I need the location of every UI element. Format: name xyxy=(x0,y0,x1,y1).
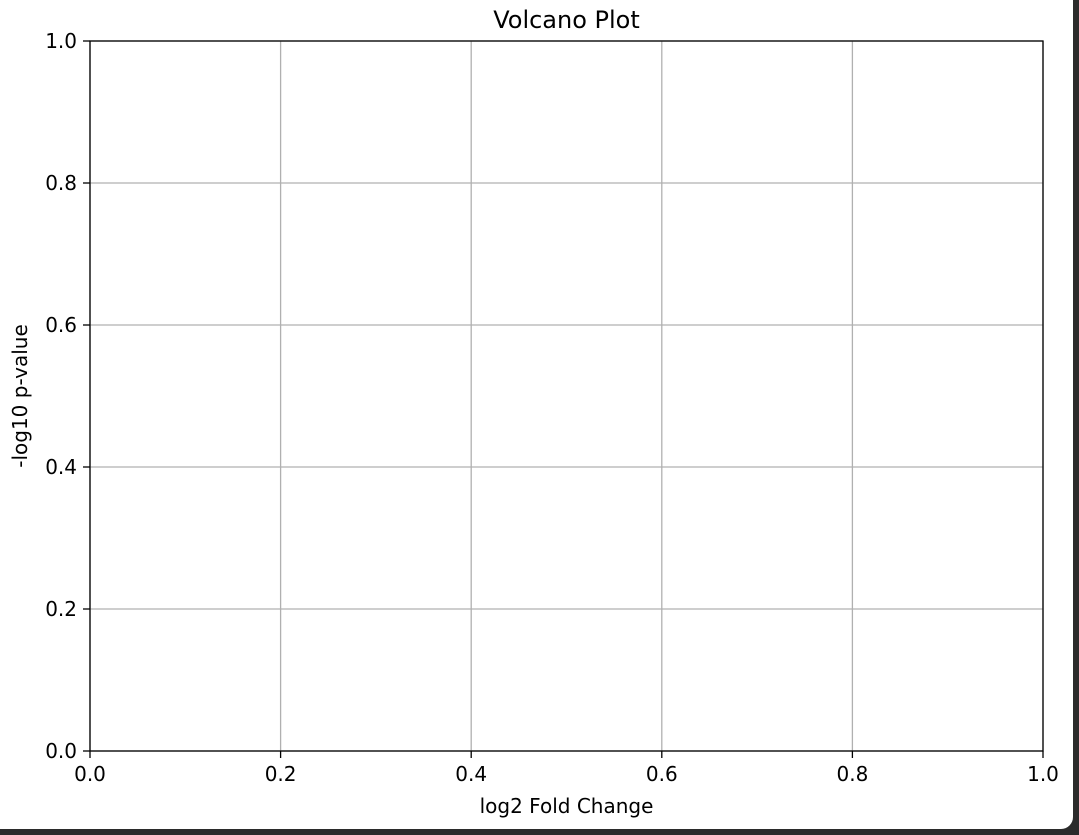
chart-title: Volcano Plot xyxy=(493,6,640,34)
x-tick-label: 0.4 xyxy=(455,762,487,786)
x-tick-label: 1.0 xyxy=(1027,762,1059,786)
y-tick-label: 0.6 xyxy=(45,313,77,337)
y-tick-label: 0.4 xyxy=(45,455,77,479)
y-axis-label: -log10 p-value xyxy=(8,324,32,468)
x-tick-label: 0.6 xyxy=(646,762,678,786)
y-tick-label: 0.8 xyxy=(45,171,77,195)
y-tick-label: 1.0 xyxy=(45,29,77,53)
x-tick-label: 0.2 xyxy=(265,762,297,786)
y-tick-label: 0.2 xyxy=(45,597,77,621)
x-tick-label: 0.8 xyxy=(836,762,868,786)
plot-area xyxy=(89,40,1044,752)
x-axis-label: log2 Fold Change xyxy=(480,794,654,818)
grid-layer xyxy=(89,40,1044,752)
y-tick-label: 0.0 xyxy=(45,739,77,763)
tick-layer: 0.0 0.2 0.4 0.6 0.8 1.0 0.0 0.2 0.4 0.6 0.8 1.0 xyxy=(45,29,1059,786)
x-tick-label: 0.0 xyxy=(74,762,106,786)
